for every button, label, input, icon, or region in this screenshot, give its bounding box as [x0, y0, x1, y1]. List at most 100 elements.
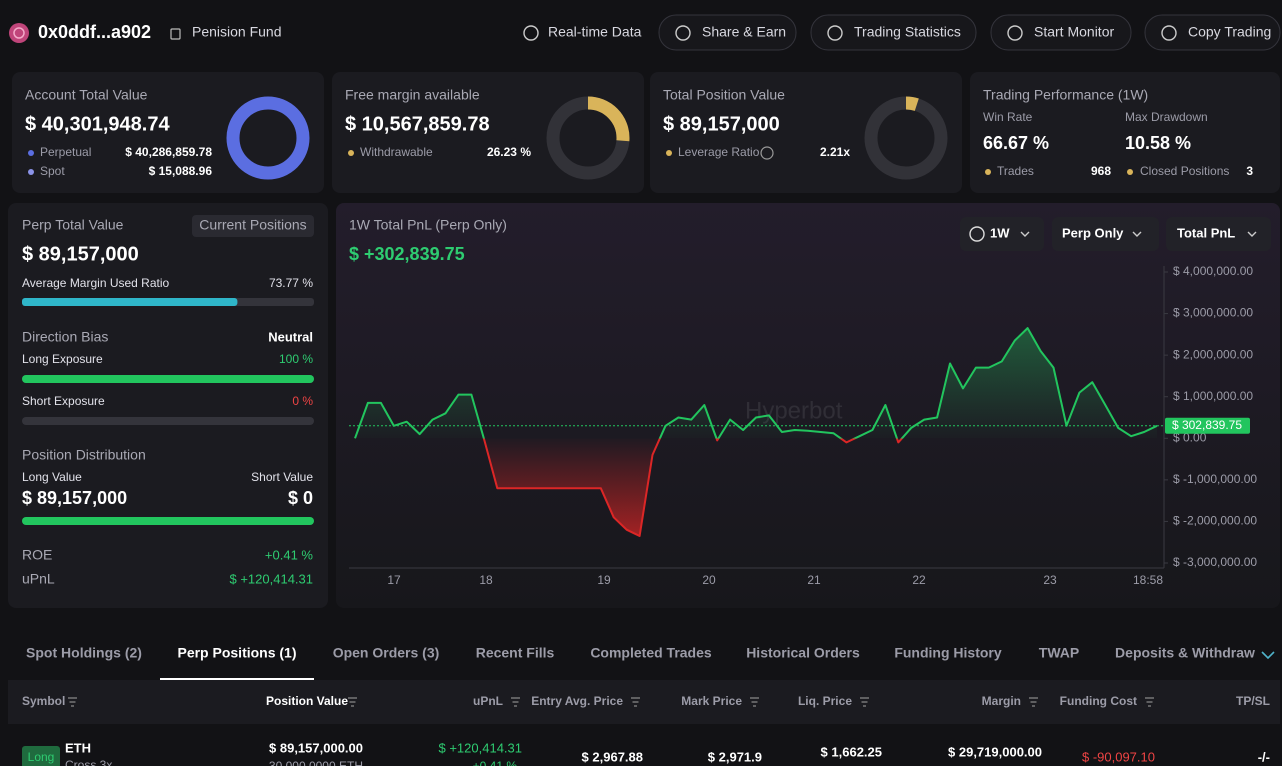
symbol: ETH — [65, 740, 91, 755]
cell: $ -90,097.10 — [1082, 749, 1155, 764]
dropdown-label[interactable]: Total PnL — [1177, 225, 1235, 240]
y-tick-label: $ -1,000,000.00 — [1173, 472, 1257, 486]
item-label: Leverage Ratio — [678, 145, 760, 159]
donut-segment — [226, 96, 310, 180]
metric-value: 100 % — [279, 352, 313, 366]
x-tick-label: 17 — [387, 573, 401, 587]
cell-sub: +0.41 % — [473, 759, 518, 766]
cell: $ 1,662.25 — [821, 744, 882, 759]
clock-icon — [969, 226, 985, 242]
tab[interactable]: Deposits & Withdraw — [1115, 645, 1255, 661]
metric-label: Average Margin Used Ratio — [22, 276, 170, 290]
action-label[interactable]: Trading Statistics — [854, 24, 961, 40]
distribution-bar — [22, 517, 314, 525]
metric-label: Position Distribution — [22, 447, 146, 463]
tab[interactable]: Funding History — [894, 645, 1002, 661]
x-tick-label: 23 — [1043, 573, 1057, 587]
cell: $ 29,719,000.00 — [948, 744, 1042, 759]
stat-label: Win Rate — [983, 110, 1033, 124]
tab[interactable]: Perp Positions (1) — [177, 645, 296, 661]
filter-icon[interactable] — [860, 697, 869, 707]
column-header[interactable]: Position Value — [266, 694, 348, 708]
badge-label[interactable]: Current Positions — [199, 217, 306, 233]
item-label: Perpetual — [40, 145, 91, 159]
action-icon — [1007, 25, 1023, 41]
tab[interactable]: Spot Holdings (2) — [26, 645, 142, 661]
avatar-inner — [13, 27, 25, 39]
column-header[interactable]: Mark Price — [681, 694, 742, 708]
chevron-icon — [1247, 231, 1257, 237]
card-value: $ 10,567,859.78 — [345, 113, 490, 135]
column-header[interactable]: Funding Cost — [1060, 694, 1137, 708]
y-tick-label: $ 2,000,000.00 — [1173, 347, 1253, 361]
stat-label: Trades — [997, 164, 1034, 178]
cell: $ 2,971.9 — [708, 749, 762, 764]
dropdown-label[interactable]: Perp Only — [1062, 225, 1124, 240]
legend-dot — [985, 169, 991, 175]
action-button[interactable] — [990, 14, 1132, 51]
filter-icon[interactable] — [750, 697, 759, 707]
dropdown[interactable] — [1052, 217, 1159, 251]
table-header — [8, 680, 1280, 724]
dropdown-label[interactable]: 1W — [990, 225, 1010, 240]
legend-dot — [348, 150, 354, 156]
metric-value: 0 % — [292, 394, 313, 408]
donut-segment — [546, 96, 630, 180]
dropdown[interactable] — [1166, 217, 1271, 251]
tab[interactable]: Completed Trades — [590, 645, 712, 661]
chart-panel — [336, 203, 1280, 608]
chart-total: $ +302,839.75 — [349, 244, 465, 264]
chevron-icon — [1132, 231, 1142, 237]
action-button[interactable] — [810, 14, 977, 51]
metric-value: +0.41 % — [265, 547, 314, 562]
copy-icon[interactable] — [170, 28, 181, 40]
legend-dot — [666, 150, 672, 156]
column-header[interactable]: uPnL — [473, 694, 503, 708]
action-button[interactable] — [658, 14, 797, 51]
column-header[interactable]: Entry Avg. Price — [531, 694, 623, 708]
item-value: 2.21x — [820, 145, 850, 159]
filter-icon[interactable] — [68, 697, 77, 707]
x-tick-label: 20 — [702, 573, 716, 587]
metric-value: $ 89,157,000 — [22, 488, 127, 508]
stat-label: Closed Positions — [1140, 164, 1229, 178]
progress-bar — [22, 375, 314, 383]
metric-label: Short Exposure — [22, 394, 105, 408]
tab[interactable]: TWAP — [1039, 645, 1079, 661]
action-label[interactable]: Start Monitor — [1034, 24, 1114, 40]
action-label[interactable]: Copy Trading — [1188, 24, 1271, 40]
action-label[interactable]: Share & Earn — [702, 24, 786, 40]
filter-icon[interactable] — [511, 697, 520, 707]
metric-value: $ 0 — [288, 488, 313, 508]
stat-value: 968 — [1091, 164, 1111, 178]
filter-icon[interactable] — [1029, 697, 1038, 707]
card-title: Trading Performance (1W) — [983, 87, 1148, 103]
column-header[interactable]: Liq. Price — [798, 694, 852, 708]
filter-icon[interactable] — [631, 697, 640, 707]
filter-icon[interactable] — [348, 697, 357, 707]
column-header[interactable]: Symbol — [22, 694, 65, 708]
progress-bar — [22, 298, 238, 306]
action-icon — [1161, 25, 1177, 41]
pnl-line — [354, 327, 1158, 537]
legend-dot — [28, 169, 34, 175]
action-icon — [827, 25, 843, 41]
dropdown[interactable] — [960, 217, 1044, 251]
legend-dot — [28, 150, 34, 156]
metric-label: Direction Bias — [22, 329, 108, 345]
tab[interactable]: Open Orders (3) — [333, 645, 440, 661]
action-label[interactable]: Real-time Data — [548, 24, 642, 40]
avatar — [9, 23, 29, 43]
filter-icon[interactable] — [1145, 697, 1154, 707]
column-header[interactable]: Margin — [982, 694, 1021, 708]
action-button[interactable] — [1144, 14, 1281, 51]
badge[interactable] — [192, 215, 314, 237]
summary-card — [970, 72, 1280, 193]
column-header[interactable]: TP/SL — [1236, 694, 1270, 708]
card-title: Account Total Value — [25, 87, 148, 103]
y-tick-label: $ 0.00 — [1173, 430, 1207, 444]
cell: $ 89,157,000.00 — [269, 740, 363, 755]
tab[interactable]: Historical Orders — [746, 645, 860, 661]
card-value: $ 89,157,000 — [663, 113, 780, 135]
tab[interactable]: Recent Fills — [476, 645, 555, 661]
